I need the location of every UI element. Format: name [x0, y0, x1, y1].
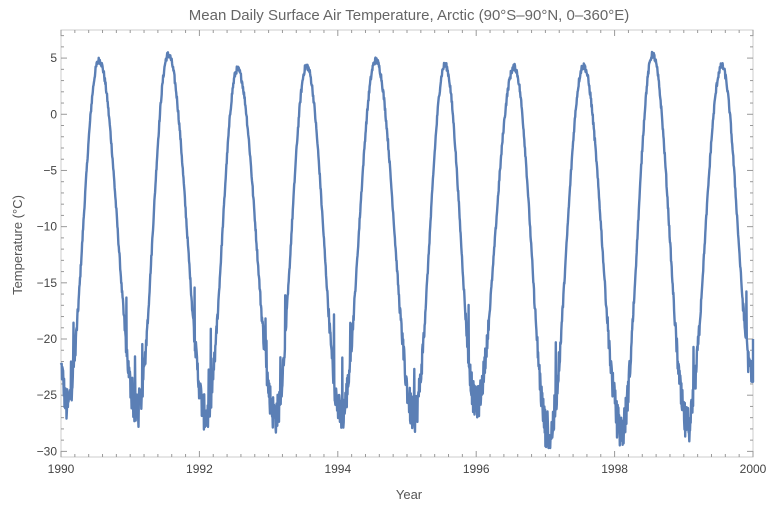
series-line	[59, 50, 755, 450]
x-axis-label: Year	[396, 487, 423, 502]
y-tick-label: 0	[50, 107, 57, 121]
x-tick-label: 1994	[324, 462, 351, 476]
y-tick-label: −10	[37, 220, 58, 234]
y-tick-label: −5	[43, 163, 57, 177]
x-tick-label: 1998	[601, 462, 628, 476]
y-tick-label: −30	[37, 444, 58, 458]
y-axis-label: Temperature (°C)	[10, 195, 25, 295]
axis-ticks: 1990 1992 1994 1996 1998 2000 5 0 −5 −10 −15 −20 −25…	[37, 30, 767, 476]
chart-title: Mean Daily Surface Air Temperature, Arct…	[189, 7, 629, 24]
x-tick-label: 1992	[186, 462, 213, 476]
y-tick-label: −15	[37, 276, 58, 290]
y-tick-label: −20	[37, 332, 58, 346]
y-tick-label: 5	[50, 51, 57, 65]
x-tick-label: 2000	[740, 462, 767, 476]
y-tick-label: −25	[37, 388, 58, 402]
x-tick-label: 1990	[48, 462, 75, 476]
x-tick-label: 1996	[463, 462, 490, 476]
